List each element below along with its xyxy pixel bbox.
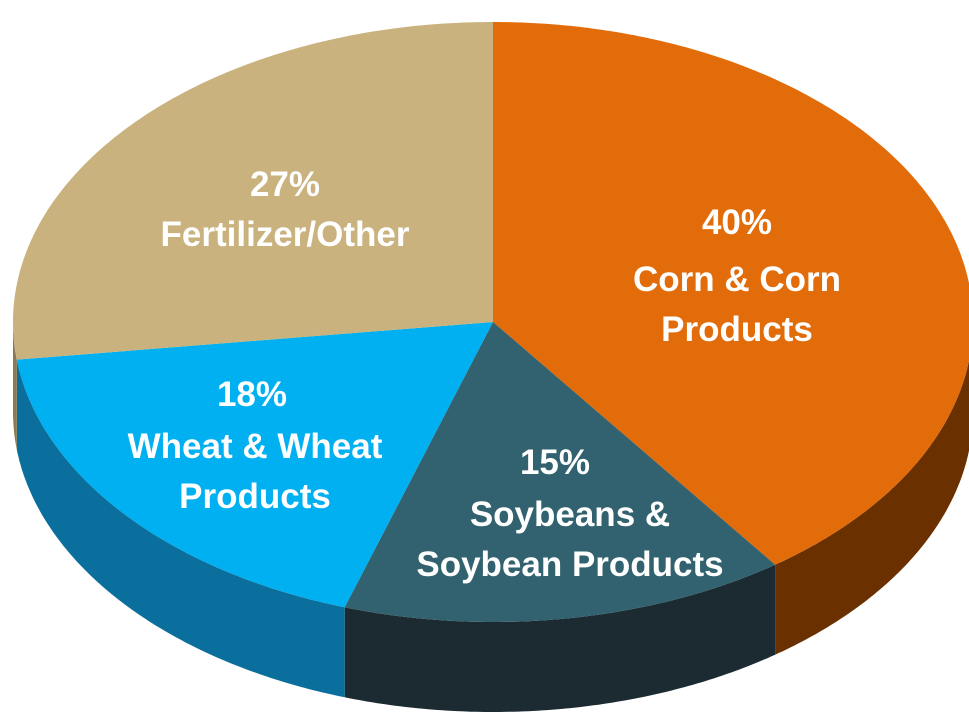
percent-label: 27% [249,165,321,204]
category-label: Corn & Corn Products [632,260,842,349]
pie-side [13,322,17,450]
pie-side [775,360,969,655]
pie-slice [493,22,969,565]
category-label: Soybeans & Soybean Products [416,495,724,584]
pie-side [16,359,345,698]
pie-side [344,564,776,712]
percent-label: 15% [519,443,591,482]
percent-label: 18% [216,375,288,414]
percent-label: 40% [701,203,773,242]
category-label: Fertilizer/Other [160,215,410,254]
pie-slice [344,322,776,622]
pie-slice [16,322,494,608]
pie-slice [13,22,493,360]
category-label: Wheat & Wheat Products [127,427,383,516]
